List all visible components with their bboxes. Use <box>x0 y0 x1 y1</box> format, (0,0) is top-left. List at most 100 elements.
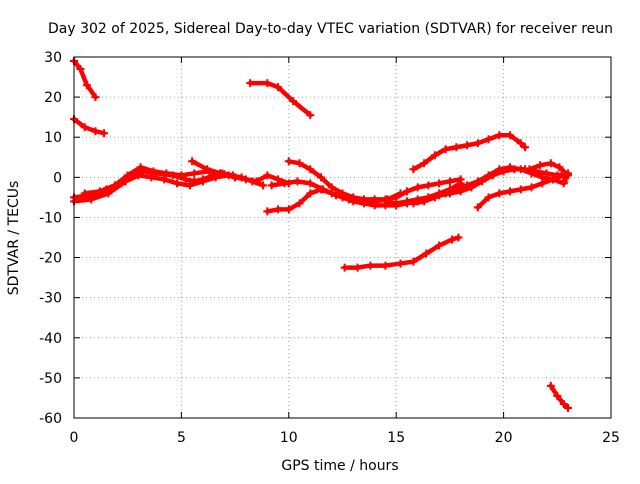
data-point <box>267 181 276 190</box>
data-point <box>454 233 463 242</box>
data-point <box>95 187 104 196</box>
data-point <box>452 185 461 194</box>
data-point <box>516 139 525 148</box>
data-point <box>441 189 450 198</box>
data-point <box>340 263 349 272</box>
data-point <box>162 169 171 178</box>
data-point <box>422 249 431 258</box>
data-point <box>448 235 457 244</box>
data-point <box>409 165 418 174</box>
y-tick-label: 30 <box>44 50 62 66</box>
y-tick-label: 0 <box>53 170 62 186</box>
data-point <box>463 181 472 190</box>
data-point <box>420 159 429 168</box>
grid-lines <box>74 57 611 418</box>
data-point <box>564 171 573 180</box>
data-point <box>190 169 199 178</box>
plot-frame <box>73 56 612 419</box>
data-point <box>495 189 504 198</box>
y-tick-label: -20 <box>39 251 62 267</box>
data-point <box>430 193 439 202</box>
y-tick-label: 20 <box>44 90 62 106</box>
data-point <box>435 241 444 250</box>
data-point <box>516 185 525 194</box>
data-point <box>188 157 197 166</box>
data-point <box>91 93 100 102</box>
axis-ticks: 0 5 10 15 20 25 -60 -50 -40 -30 -20 -10 0 10 20 30 <box>39 50 620 446</box>
data-point <box>473 203 482 212</box>
data-point <box>409 199 418 208</box>
data-point <box>306 189 315 198</box>
series-arc14 <box>473 171 568 212</box>
data-point <box>173 179 182 188</box>
data-point <box>295 159 304 168</box>
data-point <box>136 163 145 172</box>
data-point <box>104 189 113 198</box>
data-point <box>344 195 353 204</box>
data-point <box>381 197 390 206</box>
y-tick-label: -30 <box>39 291 62 307</box>
data-point <box>280 179 289 188</box>
data-series <box>70 57 573 412</box>
x-tick-label: 5 <box>177 430 186 446</box>
data-point <box>506 163 515 172</box>
y-tick-label: -10 <box>39 210 62 226</box>
data-point <box>263 207 272 216</box>
data-point <box>284 205 293 214</box>
data-point <box>473 139 482 148</box>
data-point <box>263 79 272 88</box>
data-point <box>413 183 422 192</box>
data-point <box>456 175 465 184</box>
series-arc15 <box>525 159 573 186</box>
data-point <box>80 123 89 132</box>
data-point <box>231 173 240 182</box>
data-point <box>473 177 482 186</box>
data-point <box>525 165 534 174</box>
data-point <box>559 399 568 408</box>
y-tick-label: -50 <box>39 371 62 387</box>
data-point <box>284 157 293 166</box>
y-tick-label: -60 <box>39 411 62 427</box>
data-point <box>430 151 439 160</box>
series-arc16 <box>340 233 463 272</box>
data-point <box>317 173 326 182</box>
data-point <box>134 171 143 180</box>
data-point <box>149 167 158 176</box>
data-point <box>546 381 555 390</box>
y-tick-label: -40 <box>39 331 62 347</box>
series-arc13 <box>409 131 530 174</box>
data-point <box>420 197 429 206</box>
data-point <box>553 391 562 400</box>
data-point <box>306 179 315 188</box>
series-arc2 <box>70 115 109 138</box>
data-point <box>198 177 207 186</box>
data-point <box>295 199 304 208</box>
series-arc17 <box>546 381 573 412</box>
data-point <box>123 171 132 180</box>
data-point <box>160 175 169 184</box>
data-point <box>248 177 257 186</box>
data-point <box>506 187 515 196</box>
data-point <box>521 143 530 152</box>
data-point <box>319 185 328 194</box>
x-tick-label: 10 <box>280 430 298 446</box>
data-point <box>110 181 119 190</box>
data-point <box>289 97 298 106</box>
data-point <box>435 179 444 188</box>
data-point <box>185 181 194 190</box>
data-point <box>211 173 220 182</box>
data-point <box>555 163 564 172</box>
data-point <box>80 189 89 198</box>
data-point <box>564 403 573 412</box>
series-line <box>548 383 571 411</box>
series-line <box>71 58 98 100</box>
series-line <box>71 116 107 136</box>
data-point <box>452 143 461 152</box>
x-tick-label: 0 <box>70 430 79 446</box>
data-point <box>527 183 536 192</box>
data-point <box>392 199 401 208</box>
data-point <box>327 183 336 192</box>
data-point <box>484 193 493 202</box>
